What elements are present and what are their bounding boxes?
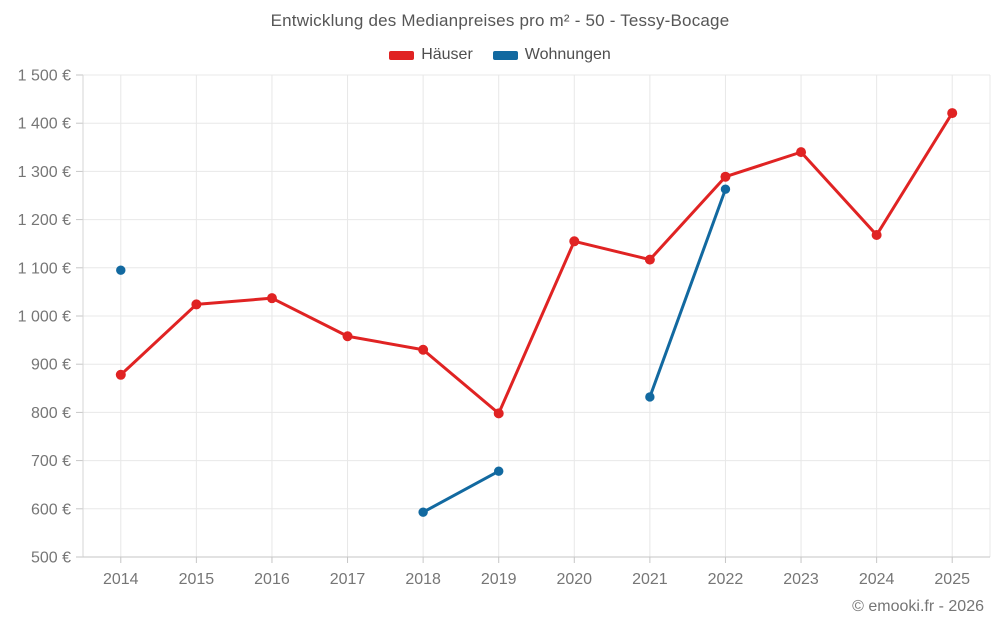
huser-point-2019[interactable] xyxy=(493,408,504,419)
x-tick-label: 2015 xyxy=(179,571,215,588)
haeuser-series-swatch-icon xyxy=(389,50,415,60)
huser-point-2015[interactable] xyxy=(191,299,202,310)
wohnungen-point-2018[interactable] xyxy=(418,507,428,517)
legend-item-haeuser[interactable]: Häuser xyxy=(389,46,473,64)
x-tick-label: 2022 xyxy=(708,571,744,588)
y-tick-label: 1 500 € xyxy=(18,68,71,85)
huser-point-2017[interactable] xyxy=(342,331,353,342)
huser-point-2021[interactable] xyxy=(644,254,655,265)
x-tick-label: 2023 xyxy=(783,571,819,588)
copyright-footer: © emooki.fr - 2026 xyxy=(852,598,984,615)
y-tick-label: 1 200 € xyxy=(18,212,71,229)
x-tick-label: 2014 xyxy=(103,571,139,588)
wohnungen-point-2014[interactable] xyxy=(116,265,126,275)
huser-point-2016[interactable] xyxy=(266,293,277,304)
chart-legend: Häuser Wohnungen xyxy=(0,46,1000,64)
y-tick-label: 700 € xyxy=(31,453,71,470)
y-tick-label: 1 400 € xyxy=(18,116,71,133)
huser-point-2024[interactable] xyxy=(871,230,882,241)
y-tick-label: 1 000 € xyxy=(18,309,71,326)
huser-point-2022[interactable] xyxy=(720,171,731,182)
legend-label-haeuser: Häuser xyxy=(421,46,473,63)
x-tick-label: 2024 xyxy=(859,571,895,588)
legend-label-wohnungen: Wohnungen xyxy=(524,46,611,63)
legend-item-wohnungen[interactable]: Wohnungen xyxy=(492,46,611,64)
y-tick-label: 1 100 € xyxy=(18,260,71,277)
x-tick-label: 2021 xyxy=(632,571,668,588)
wohnungen-point-2021[interactable] xyxy=(645,392,655,402)
huser-point-2020[interactable] xyxy=(569,236,580,247)
x-tick-label: 2019 xyxy=(481,571,517,588)
wohnungen-line xyxy=(421,469,501,514)
huser-point-2023[interactable] xyxy=(796,147,807,158)
x-tick-label: 2016 xyxy=(254,571,290,588)
y-tick-label: 600 € xyxy=(31,501,71,518)
huser-point-2014[interactable] xyxy=(115,369,126,380)
chart-title: Entwicklung des Medianpreises pro m² - 5… xyxy=(270,11,730,30)
wohnungen-point-2019[interactable] xyxy=(494,466,504,476)
huser-point-2018[interactable] xyxy=(418,344,429,355)
x-tick-label: 2017 xyxy=(330,571,366,588)
wohnungen-line xyxy=(648,187,727,399)
y-tick-label: 800 € xyxy=(31,405,71,422)
y-tick-label: 1 300 € xyxy=(18,164,71,181)
x-tick-label: 2018 xyxy=(405,571,441,588)
y-tick-label: 500 € xyxy=(31,550,71,567)
wohnungen-point-2022[interactable] xyxy=(720,184,731,194)
huser-point-2025[interactable] xyxy=(947,108,958,119)
huser-line xyxy=(119,111,954,415)
wohnungen-series-swatch-icon xyxy=(492,50,518,60)
y-tick-label: 900 € xyxy=(31,357,71,374)
x-tick-label: 2025 xyxy=(934,571,970,588)
x-tick-label: 2020 xyxy=(556,571,592,588)
